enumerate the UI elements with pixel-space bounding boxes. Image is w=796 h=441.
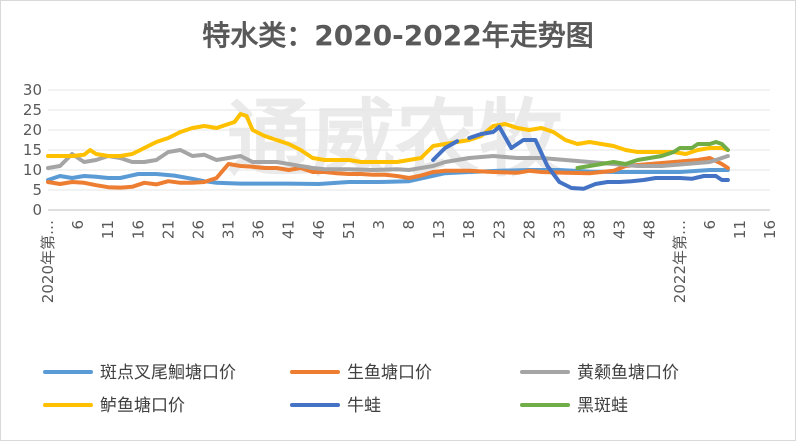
legend-label: 生鱼塘口价 xyxy=(347,363,432,383)
legend-label: 黑斑蛙 xyxy=(577,396,628,416)
y-tick-label: 5 xyxy=(32,181,42,199)
legend-item: 鲈鱼塘口价 xyxy=(43,396,185,416)
x-tick-label: 41 xyxy=(280,220,298,239)
legend-item: 黑斑蛙 xyxy=(520,396,628,416)
y-tick-label: 20 xyxy=(23,121,42,139)
legend-item: 斑点叉尾鮰塘口价 xyxy=(43,363,236,383)
series-5 xyxy=(431,124,730,191)
x-tick-label: 21 xyxy=(159,220,177,239)
x-tick-label: 31 xyxy=(220,220,238,239)
series-4 xyxy=(46,112,730,164)
x-tick-label: 16 xyxy=(761,220,779,239)
x-tick-label: 43 xyxy=(611,220,629,239)
series-line xyxy=(46,112,730,164)
x-tick-label: 23 xyxy=(490,220,508,239)
y-tick-label: 25 xyxy=(23,101,42,119)
legend-item: 生鱼塘口价 xyxy=(290,363,432,383)
x-tick-label: 11 xyxy=(99,220,117,239)
x-tick-label: 36 xyxy=(250,220,268,239)
legend-label: 鲈鱼塘口价 xyxy=(100,396,185,416)
x-tick-label: 26 xyxy=(189,220,207,239)
x-tick-label: 48 xyxy=(641,220,659,239)
x-tick-label: 6 xyxy=(701,220,719,230)
series-layer xyxy=(46,112,730,191)
x-tick-label: 28 xyxy=(520,220,538,239)
x-tick-label: 33 xyxy=(550,220,568,239)
series-line xyxy=(467,124,730,191)
series-6 xyxy=(575,140,730,170)
y-tick-label: 10 xyxy=(23,161,42,179)
legend-label: 斑点叉尾鮰塘口价 xyxy=(100,363,236,383)
x-tick-label: 2020年第… xyxy=(39,220,57,303)
series-line xyxy=(575,140,730,170)
x-tick-label: 18 xyxy=(460,220,478,239)
legend-item: 黄颡鱼塘口价 xyxy=(520,363,679,383)
chart-title: 特水类：2020-2022年走势图 xyxy=(202,19,594,52)
x-tick-label: 6 xyxy=(69,220,87,230)
x-tick-label: 3 xyxy=(370,220,388,230)
series-line xyxy=(46,156,730,190)
x-tick-label: 46 xyxy=(310,220,328,239)
y-tick-label: 30 xyxy=(23,81,42,99)
legend-label: 牛蛙 xyxy=(347,396,381,416)
series-line xyxy=(46,148,730,172)
series-line xyxy=(431,139,460,162)
y-tick-label: 15 xyxy=(23,141,42,159)
series-2 xyxy=(46,156,730,190)
legend-label: 黄颡鱼塘口价 xyxy=(577,363,679,383)
x-tick-label: 51 xyxy=(340,220,358,239)
x-tick-label: 16 xyxy=(129,220,147,239)
series-3 xyxy=(46,148,730,172)
x-tick-label: 13 xyxy=(430,220,448,239)
x-tick-label: 2022年第… xyxy=(671,220,689,303)
x-tick-label: 38 xyxy=(581,220,599,239)
x-tick-label: 11 xyxy=(731,220,749,239)
y-tick-label: 0 xyxy=(32,201,42,219)
x-tick-label: 8 xyxy=(400,220,418,230)
legend-item: 牛蛙 xyxy=(290,396,381,416)
